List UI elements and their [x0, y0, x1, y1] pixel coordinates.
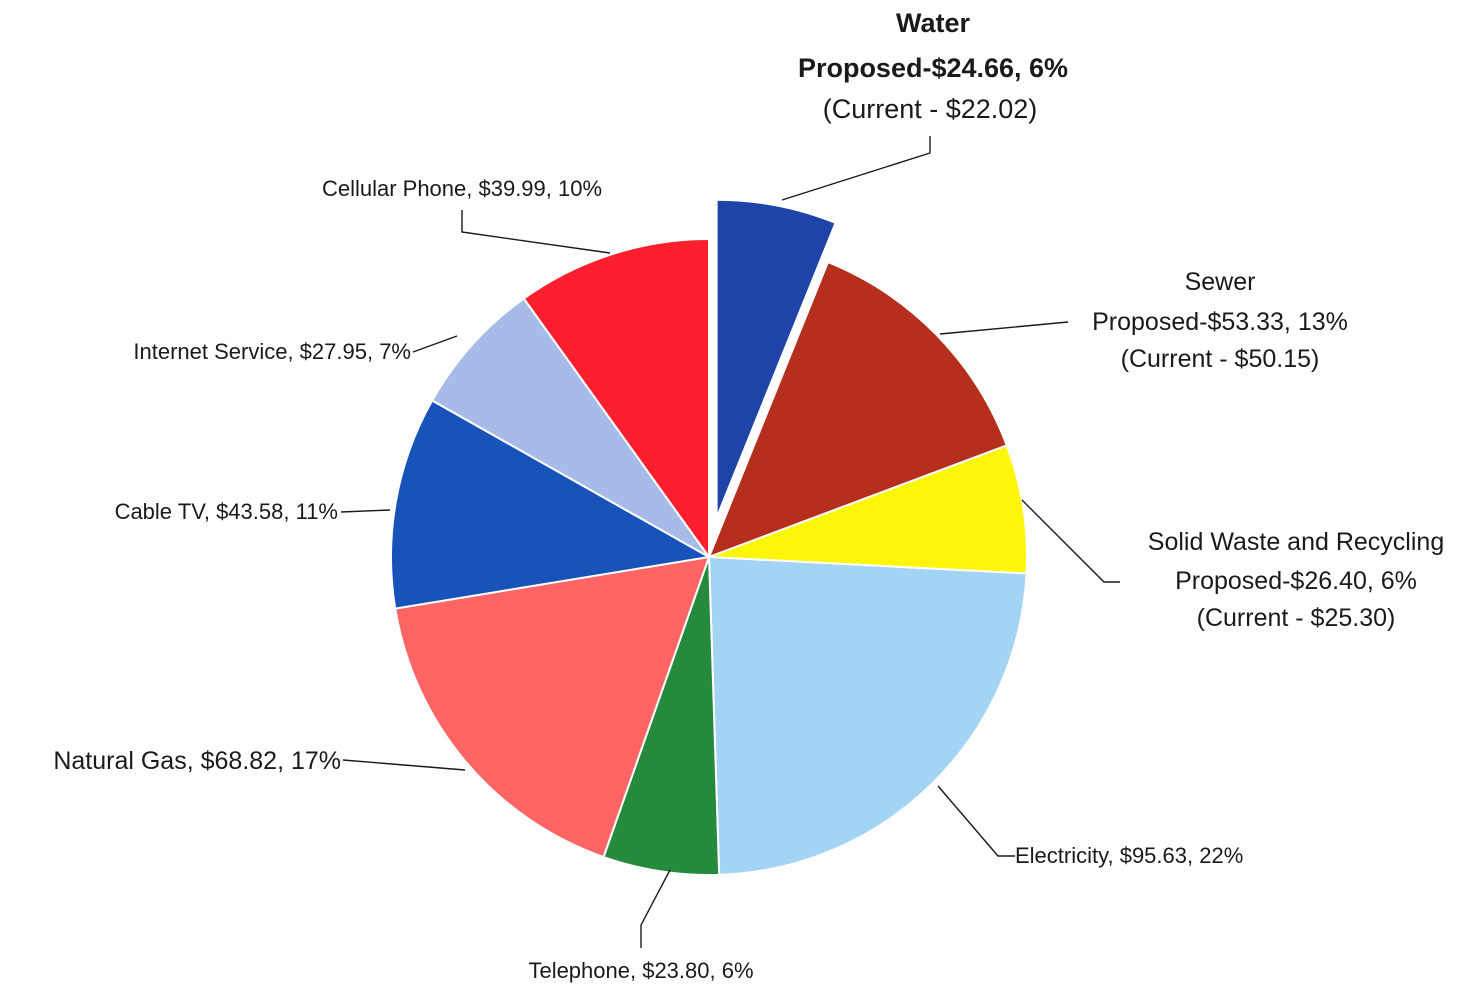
label-cellular: Cellular Phone, $39.99, 10%: [322, 176, 602, 201]
label-water-current: (Current - $22.02): [823, 94, 1038, 124]
leader-telephone: [640, 869, 671, 948]
slice-labels: Water Proposed-$24.66, 6% (Current - $22…: [53, 8, 1444, 983]
label-internet: Internet Service, $27.95, 7%: [133, 339, 411, 364]
label-cable-tv: Cable TV, $43.58, 11%: [115, 499, 338, 524]
label-sewer-title: Sewer: [1185, 268, 1256, 296]
leader-natural-gas: [342, 759, 466, 771]
pie-slice-solid-waste-and-recycling: [708, 444, 1028, 575]
leader-solid-waste: [1021, 499, 1120, 583]
leader-internet: [412, 335, 458, 353]
pie-slice-cellular-phone: [522, 237, 710, 561]
label-solid-waste-current: (Current - $25.30): [1197, 604, 1396, 632]
label-telephone: Telephone, $23.80, 6%: [528, 958, 753, 983]
label-natural-gas: Natural Gas, $68.82, 17%: [53, 747, 341, 775]
pie-slice-water: [715, 198, 837, 519]
pie-slice-natural-gas: [394, 555, 711, 859]
pie-slice-sewer: [707, 260, 1009, 559]
leader-lines: [340, 136, 1120, 948]
label-solid-waste-proposed: Proposed-$26.40, 6%: [1175, 567, 1417, 595]
label-water-proposed: Proposed-$24.66, 6%: [798, 53, 1068, 83]
label-solid-waste-title: Solid Waste and Recycling: [1148, 528, 1444, 556]
pie-slice-electricity: [707, 555, 1028, 876]
label-electricity: Electricity, $95.63, 22%: [1015, 843, 1243, 868]
pie-slices: [390, 198, 1028, 876]
leader-sewer: [939, 321, 1069, 335]
label-sewer-proposed: Proposed-$53.33, 13%: [1092, 308, 1348, 336]
pie-slice-internet-service: [430, 297, 710, 558]
leader-cable-tv: [340, 509, 391, 513]
label-water-title: Water: [896, 8, 971, 38]
label-sewer-current: (Current - $50.15): [1121, 345, 1320, 373]
leader-cellular: [461, 210, 611, 254]
leader-water: [781, 136, 931, 201]
leader-electricity: [937, 785, 1015, 857]
pie-slice-cable-tv: [390, 399, 712, 610]
